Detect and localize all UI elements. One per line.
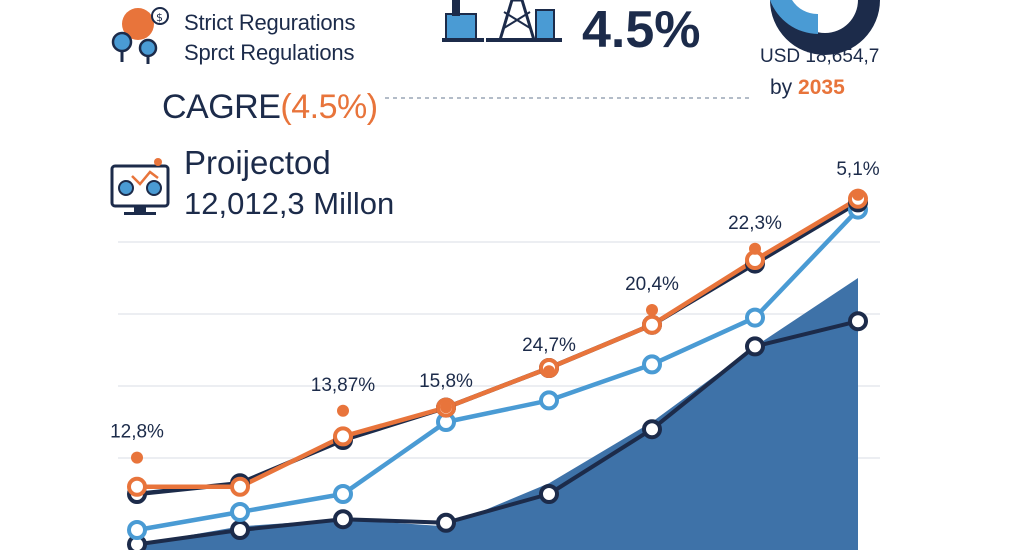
data-label: 20,4% (625, 274, 679, 295)
projected-value: 12,012,3 Millon (184, 186, 395, 221)
regulation-line-1: Strict Regurations (184, 10, 356, 35)
area-line-points-point (642, 419, 662, 440)
headline-value: 4.5% (582, 1, 701, 59)
donut-chart-icon (770, 0, 880, 55)
label-marker-dot (337, 404, 349, 417)
light-blue-point (230, 502, 250, 522)
orange-point (127, 476, 147, 497)
cagr-value: (4.5%) (280, 88, 378, 126)
industry-icon (442, 0, 484, 42)
area-line-points-point (848, 311, 868, 332)
light-blue-point (127, 520, 147, 540)
orange-series-line (137, 196, 860, 490)
by-year: 2035 (798, 76, 845, 99)
label-marker-dot (646, 304, 658, 316)
chart-people-icon: $ (111, 7, 169, 64)
data-label: 22,3% (728, 213, 782, 234)
oil-rig-icon (486, 0, 562, 42)
projected-label: Proijectod (184, 144, 331, 181)
cagr-heading: CAGRE(4.5%) (162, 88, 378, 127)
light-blue-point (642, 354, 662, 375)
label-marker-dot (852, 188, 864, 201)
orange-point (642, 314, 662, 335)
svg-text:$: $ (156, 11, 163, 24)
market-value: USD 18,654,7 (760, 46, 880, 67)
label-marker-dot (543, 365, 555, 378)
area-series (137, 278, 858, 550)
data-label: 13,87% (311, 375, 376, 396)
monitor-icon (110, 158, 170, 215)
data-label: 12,8% (110, 422, 164, 443)
orange-point (230, 476, 250, 497)
area-line-points-point (436, 512, 456, 533)
by-prefix: by (770, 76, 793, 99)
cagr-label: CAGRE (162, 88, 281, 126)
by-year-line: by 2035 (770, 76, 845, 100)
area-line-points-point (230, 520, 250, 540)
label-marker-dot (440, 401, 452, 414)
area-line-points-point (333, 509, 353, 530)
area-line-points-point (745, 336, 765, 357)
data-label: 15,8% (419, 371, 473, 392)
area-line-points-point (539, 484, 559, 504)
orange-point (333, 426, 353, 447)
data-label: 5,1% (836, 159, 879, 180)
data-label: 24,7% (522, 335, 576, 356)
regulation-line-2: Sprct Regulations (184, 40, 355, 65)
light-blue-series-line (136, 208, 860, 533)
label-marker-dot (131, 451, 143, 464)
light-blue-point (333, 484, 353, 504)
label-marker-dot (749, 242, 761, 255)
light-blue-point (539, 390, 559, 411)
light-blue-point (745, 307, 765, 328)
area-line-points-series-line (136, 319, 859, 547)
